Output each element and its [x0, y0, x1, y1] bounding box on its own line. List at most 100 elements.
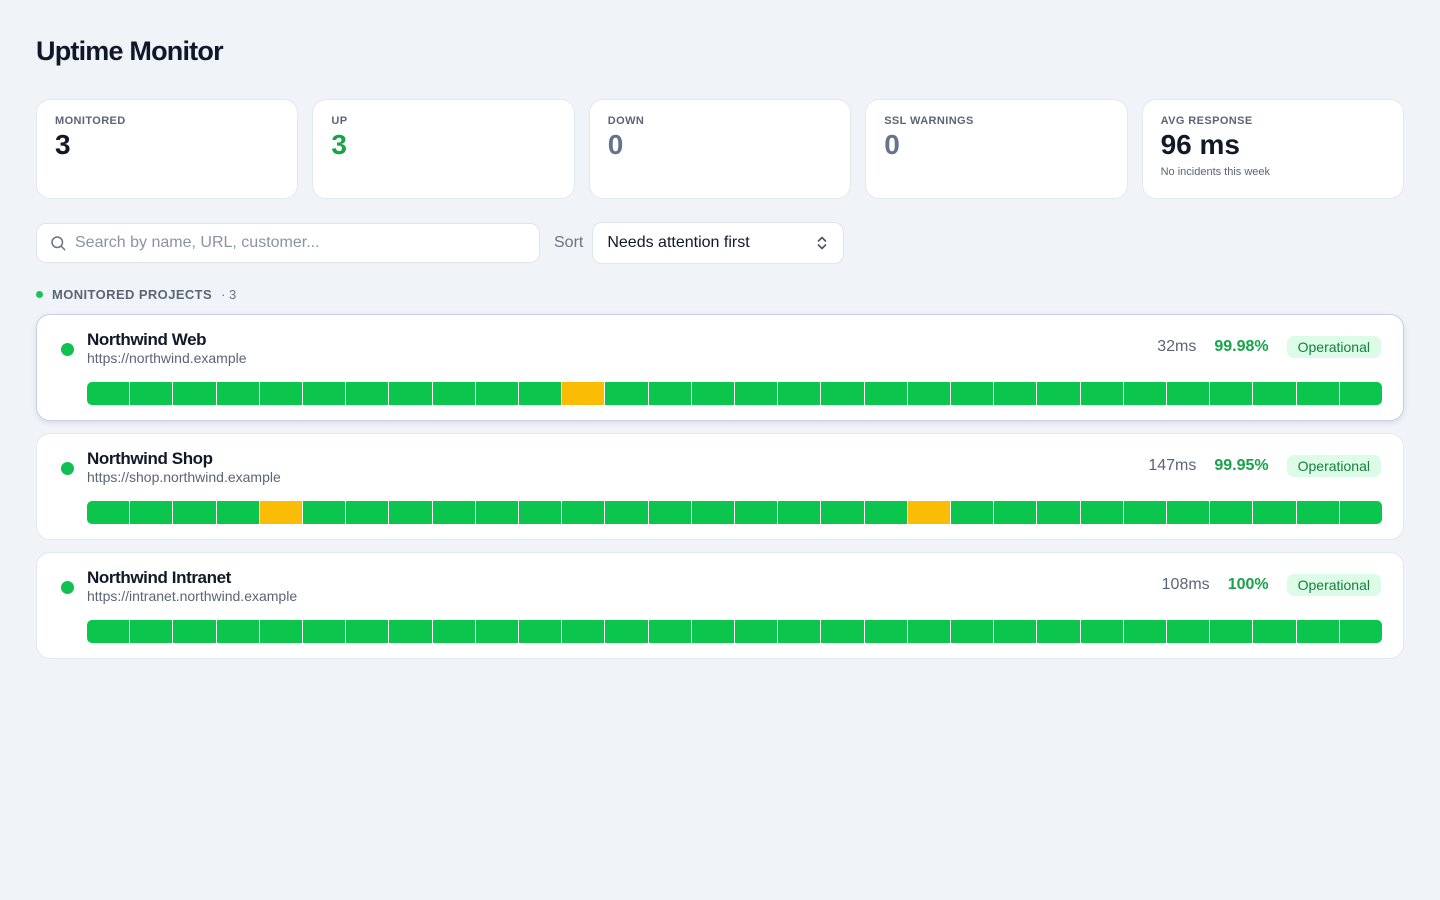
history-segment-up[interactable] [173, 620, 216, 643]
history-segment-up[interactable] [1210, 620, 1253, 643]
project-card[interactable]: Northwind Web https://northwind.example … [36, 314, 1404, 421]
history-segment-up[interactable] [475, 501, 519, 524]
history-segment-up[interactable] [691, 382, 735, 405]
history-segment-up[interactable] [475, 382, 519, 405]
history-segment-up[interactable] [994, 620, 1037, 643]
history-segment-up[interactable] [346, 620, 389, 643]
history-segment-up[interactable] [821, 382, 864, 405]
history-segment-up[interactable] [821, 620, 864, 643]
history-segment-up[interactable] [130, 382, 173, 405]
history-segment-up[interactable] [1037, 382, 1080, 405]
history-segment-up[interactable] [907, 382, 951, 405]
history-segment-up[interactable] [87, 501, 130, 524]
history-segment-up[interactable] [1123, 382, 1167, 405]
history-segment-up[interactable] [432, 501, 475, 524]
history-segment-up[interactable] [864, 382, 907, 405]
history-segment-up[interactable] [87, 382, 130, 405]
search-box[interactable] [36, 223, 540, 263]
history-segment-up[interactable] [1123, 620, 1167, 643]
project-card[interactable]: Northwind Shop https://shop.northwind.ex… [36, 433, 1404, 540]
history-segment-up[interactable] [432, 620, 475, 643]
history-segment-up[interactable] [1296, 620, 1339, 643]
history-segment-up[interactable] [691, 501, 735, 524]
section-count: · 3 [221, 287, 237, 302]
history-segment-up[interactable] [735, 382, 778, 405]
status-dot-icon [61, 581, 74, 594]
history-segment-up[interactable] [605, 620, 648, 643]
history-segment-up[interactable] [303, 620, 346, 643]
history-segment-up[interactable] [562, 620, 605, 643]
history-segment-up[interactable] [1253, 501, 1296, 524]
stat-card-up: UP 3 [312, 99, 575, 199]
history-segment-up[interactable] [519, 501, 562, 524]
history-segment-up[interactable] [778, 382, 821, 405]
history-segment-up[interactable] [735, 620, 778, 643]
history-segment-degraded[interactable] [562, 382, 605, 405]
project-card[interactable]: Northwind Intranet https://intranet.nort… [36, 552, 1404, 659]
history-segment-up[interactable] [475, 620, 519, 643]
history-segment-up[interactable] [216, 382, 259, 405]
history-segment-up[interactable] [389, 382, 432, 405]
history-segment-up[interactable] [346, 382, 389, 405]
history-segment-up[interactable] [1210, 382, 1253, 405]
search-input[interactable] [75, 234, 515, 252]
history-segment-up[interactable] [562, 501, 605, 524]
history-segment-up[interactable] [346, 501, 389, 524]
history-segment-up[interactable] [951, 382, 994, 405]
history-segment-up[interactable] [1253, 620, 1296, 643]
history-segment-up[interactable] [130, 501, 173, 524]
history-segment-up[interactable] [994, 501, 1037, 524]
history-segment-up[interactable] [1037, 620, 1080, 643]
history-segment-up[interactable] [1339, 501, 1382, 524]
history-segment-up[interactable] [605, 382, 648, 405]
history-segment-up[interactable] [821, 501, 864, 524]
history-segment-up[interactable] [216, 620, 259, 643]
history-segment-up[interactable] [864, 501, 907, 524]
history-segment-up[interactable] [778, 501, 821, 524]
history-segment-up[interactable] [605, 501, 648, 524]
history-segment-up[interactable] [1080, 382, 1123, 405]
history-segment-up[interactable] [1210, 501, 1253, 524]
history-segment-up[interactable] [1080, 620, 1123, 643]
history-segment-up[interactable] [648, 620, 691, 643]
history-segment-up[interactable] [1253, 382, 1296, 405]
history-segment-up[interactable] [389, 501, 432, 524]
history-segment-up[interactable] [1167, 620, 1210, 643]
history-segment-up[interactable] [173, 382, 216, 405]
history-segment-up[interactable] [778, 620, 821, 643]
history-segment-up[interactable] [432, 382, 475, 405]
history-segment-up[interactable] [259, 620, 303, 643]
history-segment-up[interactable] [1123, 501, 1167, 524]
history-segment-up[interactable] [130, 620, 173, 643]
history-segment-up[interactable] [1296, 501, 1339, 524]
history-segment-up[interactable] [691, 620, 735, 643]
history-segment-degraded[interactable] [259, 501, 303, 524]
history-segment-up[interactable] [87, 620, 130, 643]
history-segment-up[interactable] [951, 501, 994, 524]
history-segment-up[interactable] [864, 620, 907, 643]
history-segment-up[interactable] [1167, 382, 1210, 405]
history-segment-up[interactable] [648, 382, 691, 405]
history-segment-up[interactable] [216, 501, 259, 524]
history-segment-up[interactable] [1339, 382, 1382, 405]
history-segment-up[interactable] [1037, 501, 1080, 524]
history-segment-up[interactable] [1167, 501, 1210, 524]
history-segment-up[interactable] [1080, 501, 1123, 524]
history-segment-up[interactable] [648, 501, 691, 524]
history-segment-up[interactable] [303, 382, 346, 405]
history-segment-up[interactable] [519, 382, 562, 405]
history-segment-up[interactable] [951, 620, 994, 643]
history-segment-up[interactable] [519, 620, 562, 643]
history-segment-up[interactable] [907, 620, 951, 643]
history-segment-up[interactable] [1339, 620, 1382, 643]
sort-select[interactable]: Needs attention first [592, 222, 845, 264]
history-segment-degraded[interactable] [907, 501, 951, 524]
history-segment-up[interactable] [1296, 382, 1339, 405]
history-segment-up[interactable] [259, 382, 303, 405]
history-segment-up[interactable] [735, 501, 778, 524]
history-segment-up[interactable] [173, 501, 216, 524]
history-segment-up[interactable] [303, 501, 346, 524]
history-segment-up[interactable] [389, 620, 432, 643]
project-metrics: 108ms 100% Operational [1162, 574, 1381, 596]
history-segment-up[interactable] [994, 382, 1037, 405]
